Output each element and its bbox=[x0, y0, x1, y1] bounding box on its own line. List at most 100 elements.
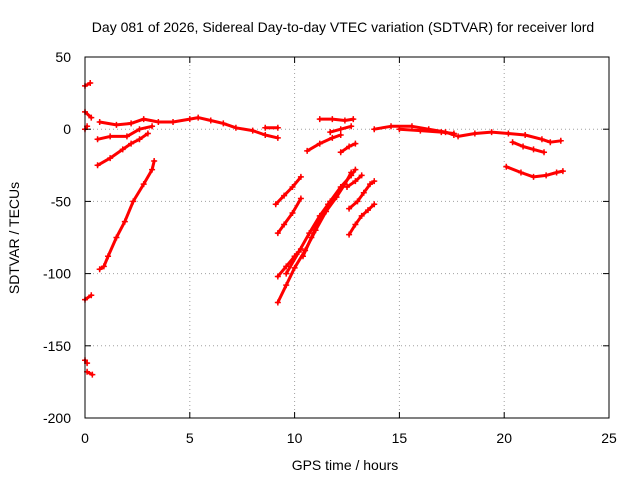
data-point-marker bbox=[297, 173, 304, 180]
series-line bbox=[397, 127, 456, 135]
y-tick-label: -150 bbox=[43, 338, 71, 354]
data-point-marker bbox=[96, 266, 103, 273]
x-tick-label: 20 bbox=[496, 430, 512, 446]
data-point-marker bbox=[119, 146, 126, 153]
data-point-marker bbox=[346, 231, 353, 238]
series-line bbox=[511, 140, 546, 154]
data-point-marker bbox=[88, 114, 95, 121]
data-point-marker bbox=[316, 215, 323, 222]
data-point-marker bbox=[352, 221, 359, 228]
data-point-marker bbox=[329, 116, 336, 123]
data-point-marker bbox=[121, 218, 128, 225]
data-point-marker bbox=[289, 183, 296, 190]
data-point-marker bbox=[297, 195, 304, 202]
x-axis-label: GPS time / hours bbox=[292, 457, 399, 473]
data-point-marker bbox=[274, 134, 281, 141]
data-point-marker bbox=[354, 198, 361, 205]
data-point-marker bbox=[149, 166, 156, 173]
chart-title: Day 081 of 2026, Sidereal Day-to-day VTE… bbox=[92, 19, 594, 35]
data-point-marker bbox=[281, 192, 288, 199]
data-point-marker bbox=[128, 120, 135, 127]
data-point-marker bbox=[170, 118, 177, 125]
data-point-marker bbox=[316, 116, 323, 123]
data-point-marker bbox=[329, 134, 336, 141]
data-point-marker bbox=[505, 130, 512, 137]
data-point-marker bbox=[341, 117, 348, 124]
series-s11 bbox=[262, 124, 281, 131]
data-point-marker bbox=[543, 172, 550, 179]
data-point-marker bbox=[408, 123, 415, 130]
series-s13 bbox=[274, 195, 304, 237]
data-point-marker bbox=[337, 126, 344, 133]
data-point-marker bbox=[107, 155, 114, 162]
series-s19 bbox=[327, 123, 355, 136]
data-point-marker bbox=[509, 139, 516, 146]
data-point-marker bbox=[346, 143, 353, 150]
x-tick-label: 25 bbox=[601, 430, 617, 446]
data-point-marker bbox=[553, 169, 560, 176]
data-point-marker bbox=[352, 166, 359, 173]
data-point-marker bbox=[283, 282, 290, 289]
data-point-marker bbox=[87, 79, 94, 86]
data-point-marker bbox=[96, 118, 103, 125]
data-point-marker bbox=[151, 157, 158, 164]
series-s8 bbox=[94, 123, 156, 143]
data-point-marker bbox=[262, 131, 269, 138]
data-point-marker bbox=[155, 118, 162, 125]
series-s28 bbox=[509, 139, 548, 156]
series-s1 bbox=[82, 79, 94, 89]
series-line bbox=[98, 159, 156, 271]
data-point-marker bbox=[388, 123, 395, 130]
data-point-marker bbox=[520, 143, 527, 150]
data-point-marker bbox=[281, 221, 288, 228]
data-point-marker bbox=[94, 162, 101, 169]
data-point-marker bbox=[130, 198, 137, 205]
data-point-marker bbox=[557, 137, 564, 144]
series-s9 bbox=[94, 130, 151, 169]
series-line bbox=[318, 117, 355, 122]
series-s20 bbox=[316, 116, 357, 124]
data-point-marker bbox=[107, 133, 114, 140]
data-point-marker bbox=[316, 140, 323, 147]
y-axis-label: SDTVAR / TECUs bbox=[6, 182, 22, 294]
data-point-marker bbox=[522, 131, 529, 138]
data-point-marker bbox=[274, 124, 281, 131]
series-s27 bbox=[455, 129, 564, 146]
data-point-marker bbox=[283, 263, 290, 270]
data-point-marker bbox=[262, 124, 269, 131]
series-s22 bbox=[344, 172, 365, 190]
data-point-marker bbox=[274, 299, 281, 306]
data-point-marker bbox=[517, 169, 524, 176]
data-point-marker bbox=[538, 136, 545, 143]
data-point-marker bbox=[455, 133, 462, 140]
data-point-marker bbox=[105, 253, 112, 260]
series-s17 bbox=[299, 201, 332, 260]
series-s23 bbox=[346, 178, 378, 212]
series-line bbox=[347, 202, 376, 237]
data-point-marker bbox=[530, 173, 537, 180]
data-point-marker bbox=[547, 139, 554, 146]
data-point-marker bbox=[364, 207, 371, 214]
series-line bbox=[274, 175, 303, 206]
data-point-marker bbox=[352, 178, 359, 185]
tick-labels: 0 5 10 15 20 25 -200 -150 -100 -50 0 50 bbox=[43, 49, 617, 446]
data-point-marker bbox=[128, 140, 135, 147]
series-s5 bbox=[82, 357, 91, 367]
x-tick-label: 15 bbox=[392, 430, 408, 446]
data-point-marker bbox=[417, 127, 424, 134]
data-point-marker bbox=[358, 172, 365, 179]
series-line bbox=[305, 133, 343, 153]
data-point-marker bbox=[325, 201, 332, 208]
series-line bbox=[83, 110, 93, 120]
data-point-marker bbox=[144, 130, 151, 137]
data-point-marker bbox=[113, 234, 120, 241]
series-s12 bbox=[272, 173, 304, 208]
data-point-marker bbox=[149, 123, 156, 130]
data-point-marker bbox=[140, 116, 147, 123]
x-tick-label: 10 bbox=[287, 430, 303, 446]
data-point-marker bbox=[352, 140, 359, 147]
data-point-marker bbox=[350, 116, 357, 123]
axis-ticks bbox=[84, 56, 610, 419]
data-point-marker bbox=[123, 133, 130, 140]
data-point-marker bbox=[308, 234, 315, 241]
